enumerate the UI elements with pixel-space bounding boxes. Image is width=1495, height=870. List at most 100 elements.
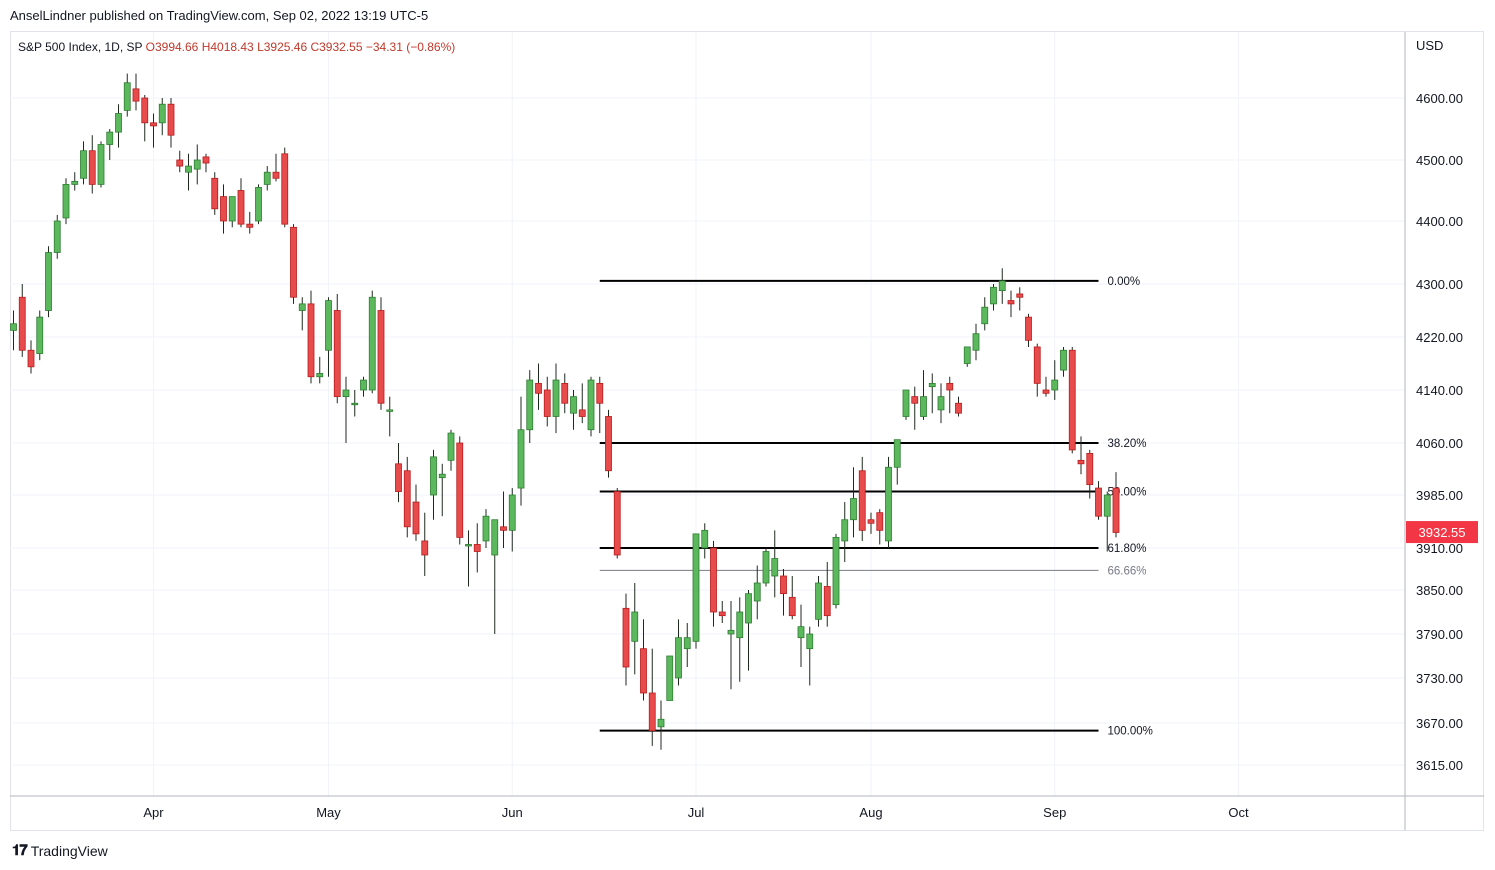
candle — [255, 184, 262, 225]
candle — [1025, 313, 1032, 347]
y-tick-label: 3730.00 — [1416, 671, 1463, 686]
candle — [290, 224, 297, 304]
candles — [10, 73, 1120, 750]
candle — [613, 488, 621, 559]
y-tick-label: 3910.00 — [1416, 541, 1463, 556]
candle — [27, 340, 35, 374]
candle — [185, 153, 192, 191]
candle — [841, 502, 849, 562]
candle — [88, 135, 96, 194]
candle — [1103, 491, 1111, 552]
chart-frame — [10, 31, 1484, 831]
candle — [701, 523, 709, 559]
y-tick-label: 3615.00 — [1416, 758, 1463, 773]
candle — [902, 389, 910, 420]
candle — [500, 491, 507, 548]
fib-level-label: 100.00% — [1108, 726, 1153, 738]
y-tick-label: 4600.00 — [1416, 91, 1463, 106]
candle — [325, 297, 332, 377]
candle — [517, 396, 525, 506]
candle — [412, 484, 420, 541]
candle — [447, 429, 455, 471]
candle — [158, 98, 166, 136]
legend-symbol: S&P 500 Index, 1D, SP — [18, 40, 146, 54]
candle — [1060, 346, 1067, 377]
candle — [132, 73, 140, 111]
x-tick-label: Apr — [143, 805, 164, 820]
candle — [368, 290, 376, 394]
fib-level-label: 66.66% — [1108, 565, 1147, 577]
symbol-legend: S&P 500 Index, 1D, SP O3994.66 H4018.43 … — [18, 40, 455, 54]
candle — [745, 590, 752, 671]
axes: 4600.00 4500.00 4400.00 4300.00 4220.00 4140.… — [10, 32, 1484, 830]
y-tick-label: 3790.00 — [1416, 627, 1463, 642]
candle — [858, 456, 866, 541]
y-tick-label: 4220.00 — [1416, 330, 1463, 345]
legend-ohlc-value: O3994.66 — [146, 40, 202, 54]
candle — [666, 655, 674, 701]
x-tick-label: Oct — [1228, 805, 1249, 820]
y-tick-label: 3985.00 — [1416, 488, 1463, 503]
candle — [806, 626, 814, 686]
candle — [526, 370, 534, 443]
candle — [193, 144, 201, 185]
candle — [631, 583, 639, 675]
candle — [587, 376, 595, 437]
legend-ohlc-value: H4018.43 — [202, 40, 257, 54]
candle — [955, 396, 962, 417]
candle — [788, 576, 796, 620]
candle — [657, 700, 665, 750]
y-tick-label: 4300.00 — [1416, 277, 1463, 292]
candle — [1112, 472, 1120, 538]
candle — [543, 376, 551, 427]
candle — [491, 519, 499, 634]
candle — [736, 597, 744, 682]
candle — [762, 548, 770, 587]
legend-ohlc-value: C3932.55 — [310, 40, 365, 54]
candle — [53, 214, 61, 259]
candle — [535, 363, 542, 410]
candle — [570, 390, 577, 430]
candle — [386, 396, 394, 437]
fib-level-label: 61.80% — [1108, 543, 1147, 555]
candle — [596, 376, 604, 434]
y-tick-label: 4400.00 — [1416, 214, 1463, 229]
candle — [605, 409, 612, 478]
candle — [648, 648, 656, 746]
candle — [263, 166, 271, 191]
candle — [71, 172, 79, 191]
candle — [937, 383, 945, 424]
candle — [823, 562, 831, 627]
candle — [465, 530, 472, 587]
candle — [360, 376, 367, 397]
candle — [307, 290, 315, 384]
candle — [45, 246, 52, 318]
candle — [342, 376, 350, 443]
candle — [622, 593, 630, 686]
candle — [990, 284, 997, 311]
candle — [115, 104, 122, 148]
last-price-badge — [1406, 521, 1478, 544]
candle — [1051, 360, 1059, 400]
y-tick-label: 4500.00 — [1416, 153, 1463, 168]
legend-ohlc-value: −34.31 (−0.86%) — [366, 40, 455, 54]
candle — [876, 509, 884, 545]
candle — [727, 601, 735, 690]
candle — [228, 196, 236, 228]
candle — [456, 436, 464, 545]
candle — [202, 153, 210, 173]
candle — [998, 268, 1006, 304]
fibonacci-retracement[interactable]: 0.00%38.20%50.00%61.80%66.66%100.00% — [599, 276, 1153, 738]
candle — [316, 356, 324, 384]
candle — [867, 512, 875, 534]
candle — [946, 376, 954, 414]
candle — [885, 456, 892, 548]
footer-brand[interactable]: 𝟏𝟕 TradingView — [12, 842, 108, 859]
candle — [1033, 343, 1041, 397]
candle — [421, 512, 429, 576]
candle — [150, 113, 157, 148]
candle — [333, 293, 341, 404]
currency-label: USD — [1416, 38, 1443, 53]
candle — [1086, 449, 1094, 499]
